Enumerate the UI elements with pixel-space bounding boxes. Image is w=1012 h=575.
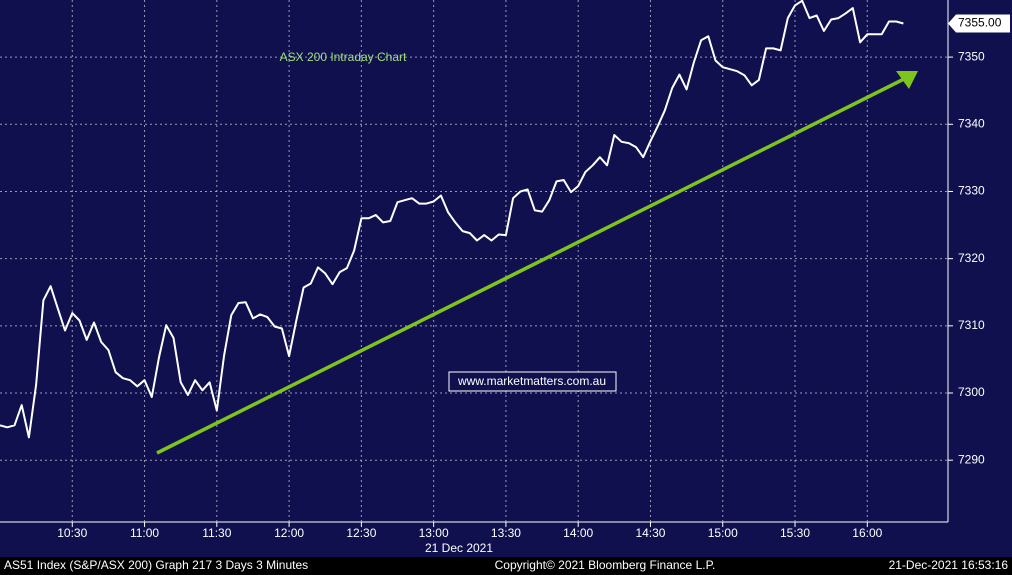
x-tick-label: 13:00 — [419, 526, 449, 540]
footer-right: 21-Dec-2021 16:53:16 — [889, 558, 1009, 572]
y-tick-label: 7310 — [958, 318, 985, 332]
x-tick-label: 15:30 — [780, 526, 810, 540]
y-tick-label: 7330 — [958, 184, 985, 198]
x-tick-label: 10:30 — [57, 526, 87, 540]
x-tick-label: 13:30 — [491, 526, 521, 540]
x-tick-label: 12:00 — [274, 526, 304, 540]
x-tick-label: 16:00 — [852, 526, 882, 540]
y-tick-label: 7350 — [958, 49, 985, 63]
y-tick-label: 7320 — [958, 251, 985, 265]
x-axis-label: 21 Dec 2021 — [425, 541, 493, 555]
y-tick-label: 7340 — [958, 116, 985, 130]
annotation: www.marketmatters.com.au — [457, 374, 606, 388]
grid — [0, 0, 948, 522]
x-tick-label: 12:30 — [346, 526, 376, 540]
last-value-box — [948, 14, 1010, 33]
x-tick-label: 11:00 — [130, 526, 159, 540]
footer-bar — [0, 557, 1012, 575]
trend-arrow — [156, 73, 913, 455]
y-tick-label: 7290 — [958, 452, 985, 466]
annotation-box — [448, 371, 617, 392]
x-tick-label: 11:30 — [202, 526, 231, 540]
last-value-label: 7355.00 — [958, 16, 1002, 30]
x-tick-label: 14:00 — [563, 526, 593, 540]
footer-left: AS51 Index (S&P/ASX 200) Graph 217 3 Day… — [4, 558, 308, 572]
price-line — [0, 0, 904, 439]
x-tick-label: 14:30 — [635, 526, 665, 540]
y-tick-label: 7300 — [958, 385, 985, 399]
x-tick-label: 15:00 — [708, 526, 738, 540]
chart-title: ASX 200 Intraday Chart — [280, 50, 407, 64]
footer-center: Copyright© 2021 Bloomberg Finance L.P. — [495, 558, 716, 572]
trend-arrow-head — [896, 71, 918, 89]
